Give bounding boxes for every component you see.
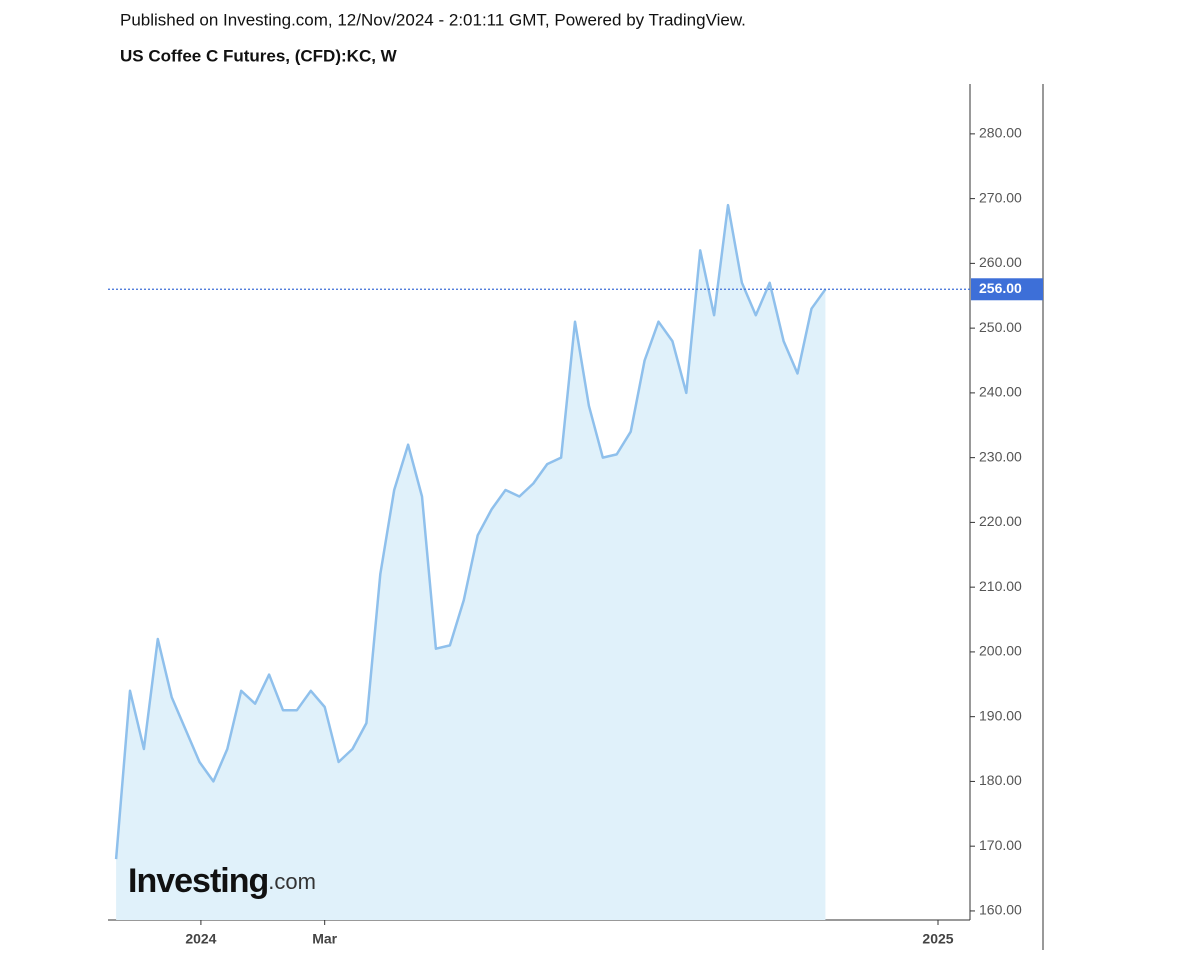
published-note: Published on Investing.com, 12/Nov/2024 … [120,10,746,29]
y-tick-label: 220.00 [979,513,1022,529]
y-tick-label: 210.00 [979,578,1022,594]
chart-title: US Coffee C Futures, (CFD):KC, W [120,46,398,65]
y-tick-label: 240.00 [979,384,1022,400]
y-tick-label: 280.00 [979,125,1022,141]
x-tick-label: 2025 [922,931,953,947]
y-tick-label: 180.00 [979,772,1022,788]
line [114,203,827,860]
y-tick-label: 160.00 [979,902,1022,918]
x-tick-label: 2024 [185,931,216,947]
y-tick-label: 230.00 [979,448,1022,464]
y-tick-label: 170.00 [979,837,1022,853]
logo-suffix: .com [268,869,316,894]
logo: Investing.com [128,862,316,900]
area [116,205,826,921]
y-tick-label: 260.00 [979,254,1022,270]
logo-main: Investing [128,862,268,900]
y-tick-label: 190.00 [979,707,1022,723]
last-value-label: 256.00 [979,280,1022,296]
y-tick-label: 200.00 [979,643,1022,659]
y-tick-label: 270.00 [979,189,1022,205]
y-tick-label: 250.00 [979,319,1022,335]
last-value-box [971,278,1043,301]
x-tick-label: Mar [312,931,337,947]
